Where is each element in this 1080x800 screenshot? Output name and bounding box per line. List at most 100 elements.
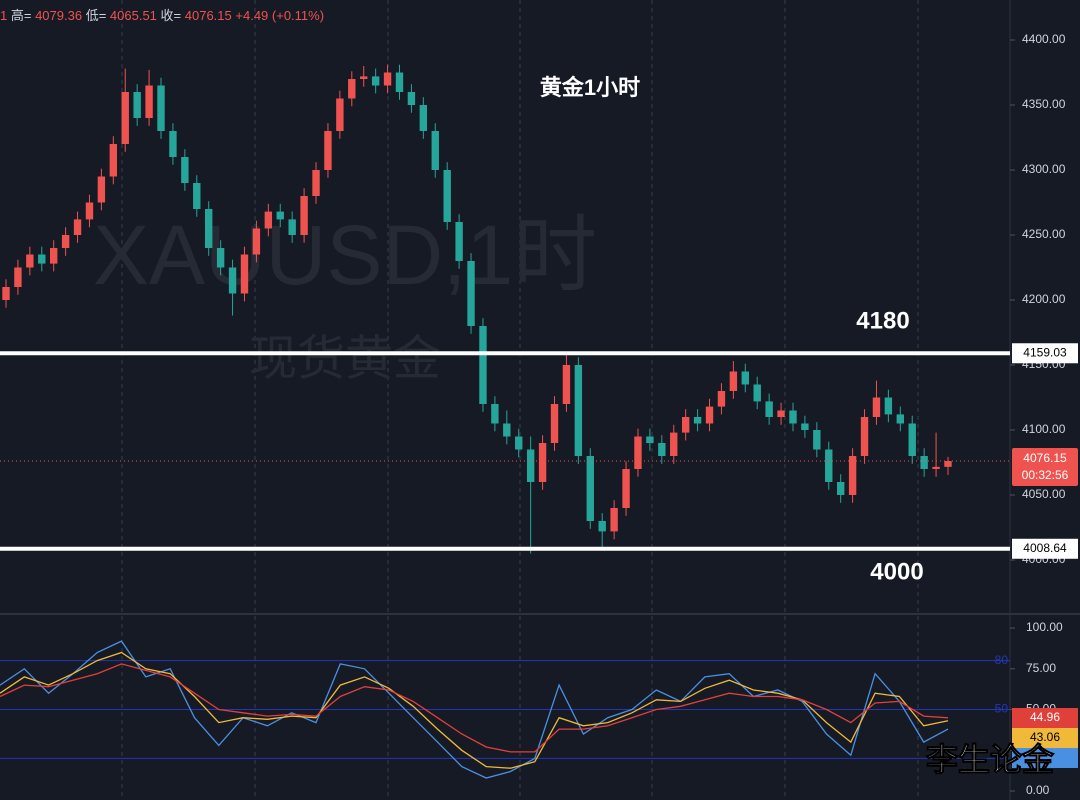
candle-body (658, 443, 666, 457)
indicator-value-label: 43.06 (1030, 730, 1060, 744)
last-price-box (1012, 448, 1078, 487)
candle-body (479, 326, 487, 405)
candle-body (586, 456, 594, 522)
y-tick-label: 0.00 (1026, 783, 1050, 797)
level-label: 80 (995, 653, 1009, 667)
y-tick-label: 75.00 (1026, 661, 1056, 675)
annotation: 4000 (870, 558, 923, 585)
candle-body (288, 219, 296, 236)
candle-body (896, 414, 905, 424)
y-tick-label: 4050.00 (1022, 487, 1066, 501)
candle-body (860, 417, 869, 457)
candle-body (836, 482, 845, 496)
candle-body (789, 410, 797, 424)
last-price-label: 4076.15 (1023, 451, 1067, 465)
candle-body (181, 157, 189, 184)
candle-body (944, 461, 952, 467)
y-tick-label: 4100.00 (1022, 422, 1066, 436)
candle-body (300, 196, 308, 236)
horizontal-line-box (1012, 343, 1078, 364)
countdown: 00:32:56 (1022, 468, 1069, 482)
candle-body (872, 397, 881, 418)
candle-body (26, 254, 34, 268)
candle-body (395, 72, 404, 93)
y-tick-label: 100.00 (1026, 620, 1063, 634)
candle-body (264, 211, 273, 229)
candle-body (467, 261, 475, 327)
candle-body (777, 410, 785, 418)
candle-body (825, 449, 833, 483)
candle-body (884, 397, 893, 415)
header-symbol: 1 (0, 8, 7, 23)
candle-body (503, 423, 511, 437)
candle-body (932, 466, 940, 470)
candle-body (371, 76, 380, 86)
candle-body (455, 222, 463, 262)
y-tick-label: 4200.00 (1022, 292, 1066, 306)
candle-body (765, 401, 773, 418)
candle-body (276, 211, 284, 220)
candle-body (550, 404, 559, 444)
candle-body (848, 456, 857, 496)
indicator-value-box (1012, 728, 1078, 748)
candle-body (646, 436, 654, 444)
candle-body (491, 404, 499, 424)
candle-body (121, 92, 129, 145)
candle-body (574, 365, 583, 457)
candle-body (85, 202, 94, 220)
y-tick-label: 4350.00 (1022, 97, 1066, 111)
candle-body (538, 443, 547, 483)
y-tick-label: 4400.00 (1022, 32, 1066, 46)
candle-body (622, 469, 630, 509)
candle-body (920, 456, 928, 470)
vertical-grid (121, 0, 919, 800)
header: 1 高= 4079.36 低= 4065.51 收= 4076.15 +4.49… (0, 8, 324, 23)
y-tick-label: 4250.00 (1022, 227, 1066, 241)
candle-body (336, 98, 344, 132)
candle-body (634, 436, 642, 470)
candle-body (252, 228, 261, 255)
candle-body (14, 267, 22, 288)
candle-body (598, 521, 606, 532)
candle-body (169, 131, 177, 158)
candle-body (693, 417, 702, 424)
candle-body (73, 219, 82, 236)
candle-body (133, 92, 141, 119)
candle-body (407, 92, 416, 106)
candle-body (670, 432, 678, 457)
indicator-value-box (1012, 708, 1078, 728)
signature: 李生论金 (926, 741, 1055, 777)
candle-body (741, 371, 749, 385)
indicator-line (0, 651, 949, 769)
candle-body (610, 508, 618, 532)
candle-body (813, 430, 821, 450)
header-label: 高= (11, 8, 32, 23)
candle-body (562, 365, 571, 405)
candle-body (360, 76, 368, 80)
candle-body (348, 79, 356, 99)
header-change: +4.49 (+0.11%) (235, 8, 324, 23)
header-value: 4079.36 (35, 8, 82, 23)
header-value: 4076.15 (185, 8, 232, 23)
candle-body (2, 287, 10, 301)
candle-body (228, 267, 237, 294)
indicator-line (0, 640, 949, 779)
candle-body (49, 248, 58, 264)
candle-body (443, 170, 451, 223)
candle-body (324, 131, 332, 171)
candle-body (801, 423, 809, 431)
candle-body (61, 235, 70, 249)
candle-body (193, 183, 201, 210)
candle-body (729, 371, 738, 392)
candle-body (526, 449, 535, 483)
header-value: 4065.51 (110, 8, 157, 23)
candle-body (157, 85, 165, 132)
watermark: XAUUSD,1时 (93, 208, 597, 302)
indicator-value-label: 44.96 (1030, 710, 1060, 724)
candle-body (383, 72, 392, 86)
candle-body (109, 144, 118, 177)
header-label: 收= (161, 8, 182, 23)
